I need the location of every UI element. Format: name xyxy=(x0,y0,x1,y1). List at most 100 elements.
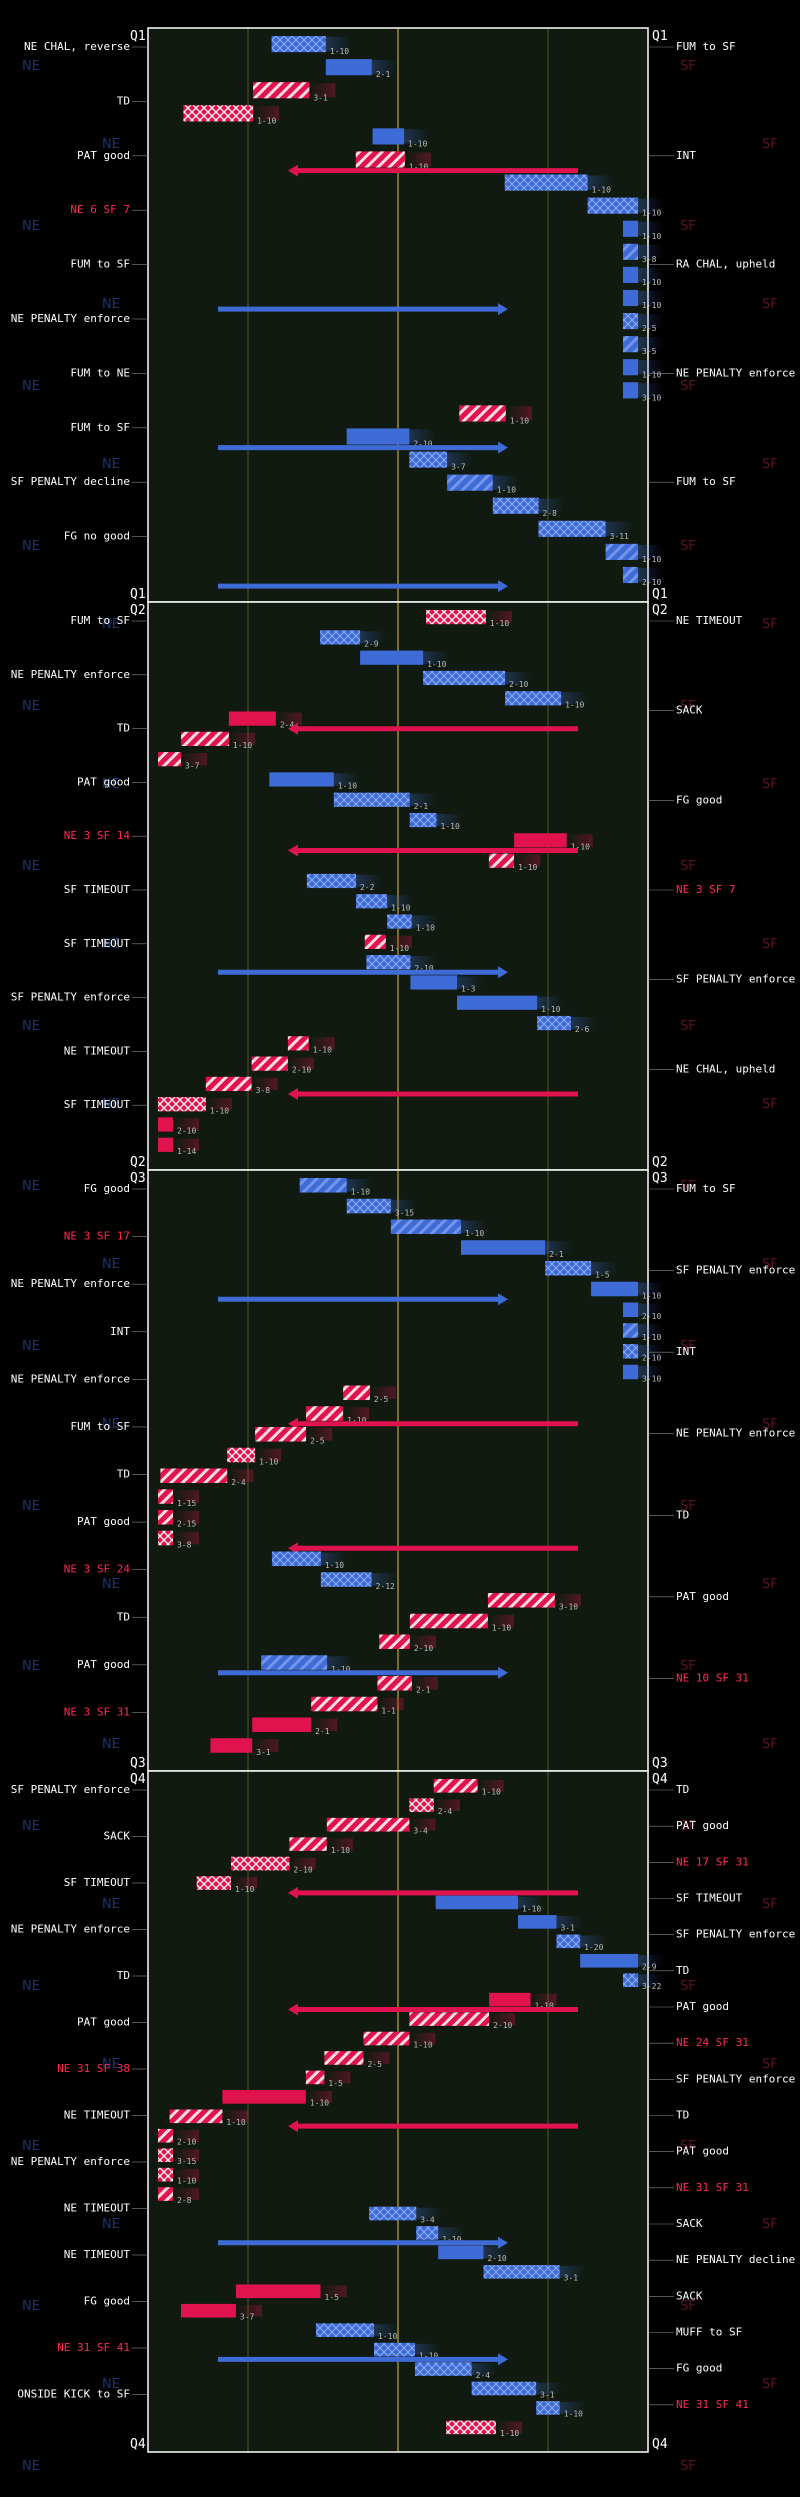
play-bar xyxy=(271,36,326,53)
score-label: NE 3 SF 17 xyxy=(64,1230,130,1243)
play-bar xyxy=(459,405,506,422)
event-label: TD xyxy=(117,1969,130,1982)
play-bar xyxy=(306,873,357,889)
play-fade xyxy=(489,2013,516,2025)
play-bar xyxy=(489,1992,531,2007)
play-fade xyxy=(556,1916,583,1928)
play-fade xyxy=(416,2207,443,2220)
play-bar xyxy=(409,2012,490,2026)
play-bar xyxy=(623,1344,638,1359)
down-label: 1-10 xyxy=(351,1188,370,1197)
event-label: SF TIMEOUT xyxy=(64,1098,131,1111)
down-label: 1-10 xyxy=(541,1005,560,1014)
score-label: NE 3 SF 24 xyxy=(64,1563,131,1576)
play-fade xyxy=(438,2227,465,2239)
down-label: 1-10 xyxy=(571,842,590,851)
team-ghost-label: NE xyxy=(102,617,120,632)
event-label: PAT good xyxy=(77,2016,130,2029)
quarter-frame xyxy=(147,1770,649,2453)
quarter-label: Q3 xyxy=(652,1756,668,1771)
play-fade xyxy=(320,2285,347,2298)
play-fade xyxy=(255,1448,282,1462)
play-bar xyxy=(324,2051,364,2065)
down-label: 1-3 xyxy=(461,985,476,994)
down-label: 1-10 xyxy=(416,924,435,933)
score-label: NE 3 SF 31 xyxy=(64,1705,130,1718)
event-label: NE CHAL, upheld xyxy=(676,1062,775,1075)
team-ghost-label: NE xyxy=(102,1737,120,1752)
down-label: 1-10 xyxy=(235,1885,254,1894)
down-label: 3-1 xyxy=(313,93,328,102)
play-fade xyxy=(222,2110,249,2123)
down-label: 1-10 xyxy=(378,2332,397,2341)
play-bar xyxy=(306,1406,344,1421)
down-label: 2-10 xyxy=(292,1066,311,1075)
quarter-label: Q2 xyxy=(652,1155,668,1170)
event-label: FUM to SF xyxy=(676,475,736,488)
play-bar xyxy=(433,1779,478,1793)
down-label: 2-1 xyxy=(414,802,429,811)
play-fade xyxy=(235,2304,262,2317)
play-bar xyxy=(416,2226,439,2240)
play-bar xyxy=(205,1076,252,1092)
team-ghost-label: NE xyxy=(22,1979,40,1994)
play-fade xyxy=(404,152,431,167)
team-ghost-label: SF xyxy=(762,1577,778,1592)
down-label: 3-8 xyxy=(177,1540,192,1549)
drive-arrow xyxy=(498,1293,508,1306)
play-bar xyxy=(320,1572,372,1587)
down-label: 1-10 xyxy=(390,944,409,953)
quarter-label: Q2 xyxy=(130,603,146,618)
event-label: FUM to SF xyxy=(70,421,130,434)
down-label: 2-10 xyxy=(487,2254,506,2263)
down-label: 2-10 xyxy=(642,1354,661,1363)
drive-arrow xyxy=(288,1088,298,1101)
play-fade xyxy=(409,1635,436,1649)
event-label: TD xyxy=(117,1610,130,1623)
down-label: 1-10 xyxy=(565,700,584,709)
team-ghost-label: SF xyxy=(762,1737,778,1752)
score-label: NE 24 SF 31 xyxy=(676,2036,749,2049)
down-label: 2-15 xyxy=(177,1520,196,1529)
team-ghost-label: SF xyxy=(762,1257,778,1272)
play-fade xyxy=(173,1531,199,1545)
play-fade xyxy=(409,429,436,444)
event-label: TD xyxy=(117,1468,130,1481)
event-label: INT xyxy=(110,1325,130,1338)
team-ghost-label: NE xyxy=(22,219,40,234)
play-bar xyxy=(181,731,229,746)
event-label: NE PENALTY enforce xyxy=(11,1372,130,1385)
play-fade xyxy=(343,1407,370,1420)
down-label: 1-10 xyxy=(442,2235,461,2244)
score-label: NE 6 SF 7 xyxy=(70,203,130,216)
down-label: 1-10 xyxy=(331,1665,350,1674)
event-label: TD xyxy=(676,2109,689,2122)
play-bar xyxy=(623,1364,638,1380)
event-label: PAT good xyxy=(77,1515,130,1528)
drive-arrow xyxy=(288,844,298,857)
team-ghost-label: NE xyxy=(102,297,120,312)
drive-arrow xyxy=(498,2236,508,2249)
event-label: NE PENALTY enforce xyxy=(676,366,795,379)
play-bar xyxy=(623,382,638,399)
play-bar xyxy=(623,1323,638,1338)
drive-arrow xyxy=(288,1542,298,1555)
play-fade xyxy=(436,813,463,827)
play-bar xyxy=(158,2128,173,2143)
down-label: 1-10 xyxy=(642,1333,661,1342)
event-label: SF PENALTY enforce xyxy=(676,2072,795,2085)
play-fade xyxy=(638,1282,664,1296)
play-fade xyxy=(275,712,302,725)
team-ghost-label: SF xyxy=(762,2057,778,2072)
play-bar xyxy=(460,1240,546,1255)
play-bar xyxy=(605,543,638,560)
team-ghost-label: SF xyxy=(680,1499,696,1514)
down-label: 3-10 xyxy=(642,1374,661,1383)
play-fade xyxy=(228,732,255,745)
play-fade xyxy=(173,1490,199,1503)
team-ghost-label: SF xyxy=(762,2217,778,2232)
play-fade xyxy=(537,996,564,1009)
down-label: 3-7 xyxy=(451,463,466,472)
down-label: 1-10 xyxy=(233,741,252,750)
play-bar xyxy=(196,1876,232,1890)
